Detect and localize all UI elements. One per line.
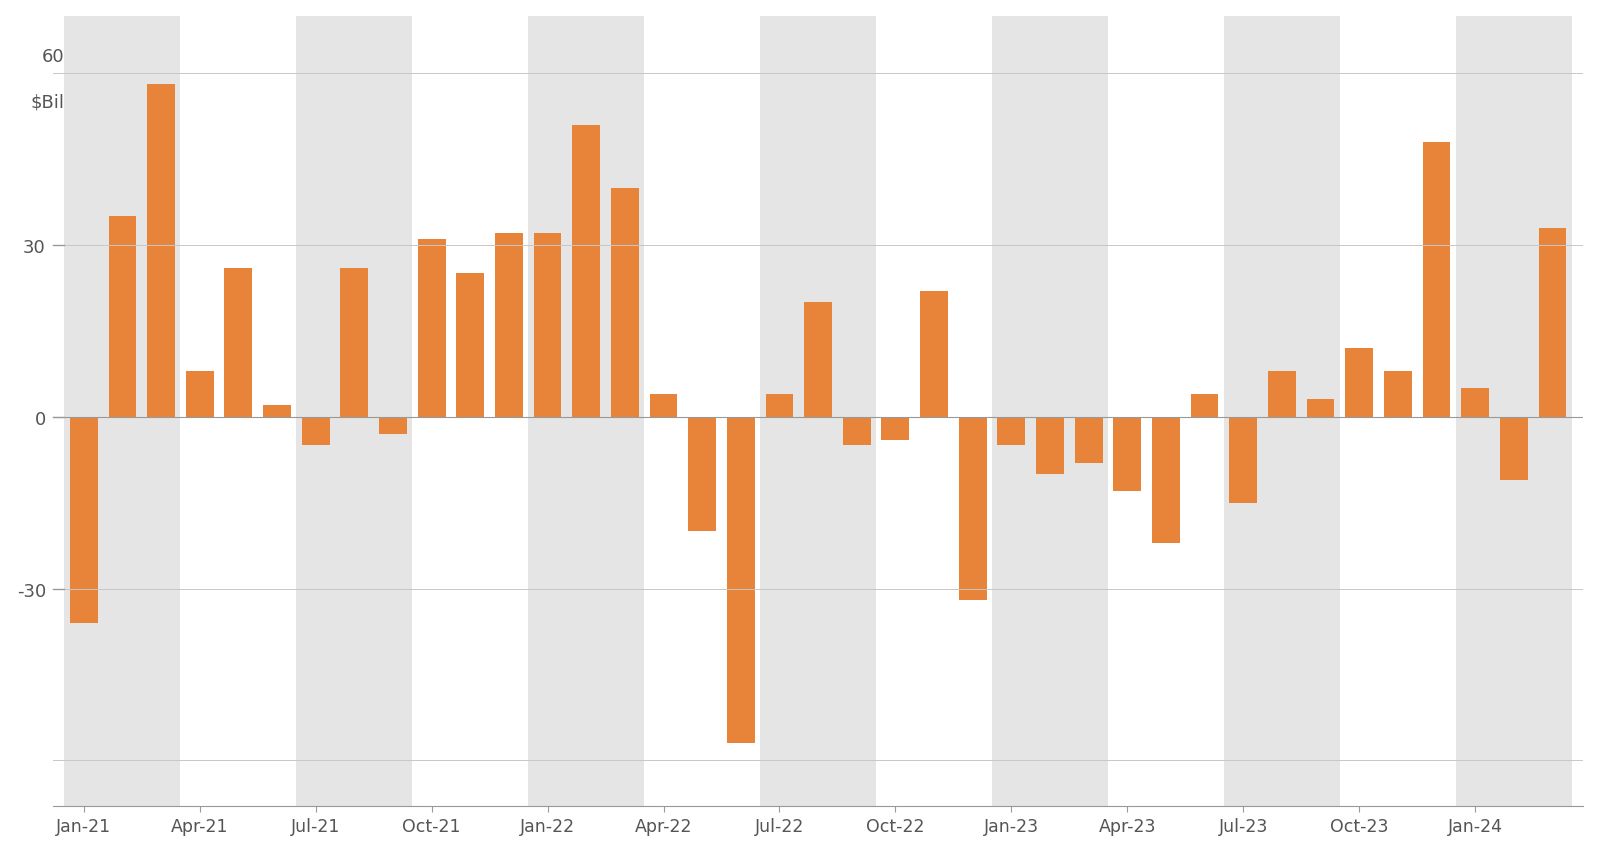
Bar	[262, 406, 291, 417]
Bar	[688, 417, 717, 532]
Bar	[1037, 417, 1064, 475]
Bar	[1190, 394, 1219, 417]
Bar	[1152, 417, 1179, 543]
Bar	[1229, 417, 1258, 503]
Bar	[843, 417, 870, 446]
Bar	[418, 239, 445, 417]
Bar	[1499, 417, 1528, 481]
Bar	[650, 394, 677, 417]
Bar	[494, 234, 523, 417]
Bar	[456, 274, 485, 417]
Bar	[611, 188, 638, 417]
Bar	[573, 125, 600, 417]
Bar	[920, 291, 947, 417]
Bar	[1346, 348, 1373, 417]
Text: $Bil: $Bil	[30, 94, 64, 112]
Text: 60: 60	[42, 48, 64, 66]
Bar	[765, 394, 794, 417]
Bar	[296, 17, 413, 806]
Bar	[534, 234, 562, 417]
Bar	[1422, 142, 1450, 417]
Bar	[760, 17, 877, 806]
Bar	[302, 417, 330, 446]
Bar	[992, 17, 1107, 806]
Bar	[147, 85, 174, 417]
Bar	[882, 417, 909, 440]
Bar	[1267, 371, 1296, 417]
Bar	[1539, 228, 1566, 417]
Bar	[186, 371, 214, 417]
Bar	[1114, 417, 1141, 492]
Bar	[1307, 400, 1334, 417]
Bar	[528, 17, 645, 806]
Bar	[109, 217, 136, 417]
Bar	[1075, 417, 1102, 463]
Bar	[1224, 17, 1339, 806]
Bar	[1461, 389, 1490, 417]
Bar	[70, 417, 98, 623]
Bar	[726, 417, 755, 743]
Bar	[224, 268, 253, 417]
Bar	[1384, 371, 1411, 417]
Bar	[805, 302, 832, 417]
Bar	[997, 417, 1026, 446]
Bar	[64, 17, 181, 806]
Bar	[958, 417, 987, 601]
Bar	[341, 268, 368, 417]
Bar	[379, 417, 406, 435]
Bar	[1456, 17, 1571, 806]
